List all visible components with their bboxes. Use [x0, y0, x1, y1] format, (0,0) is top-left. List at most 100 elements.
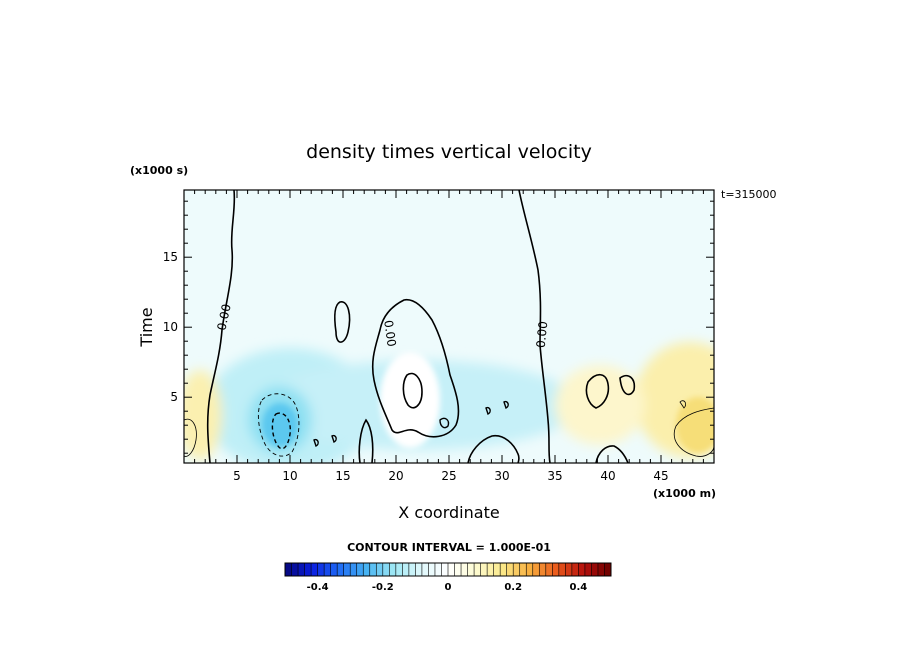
colorbar-ticks: -0.4 -0.2 0 0.2 0.4	[307, 582, 588, 593]
colorbar-cell	[350, 563, 358, 576]
colorbar-cell	[382, 563, 390, 576]
colorbar-cell	[545, 563, 553, 576]
y-tick-label: 10	[163, 320, 178, 334]
colorbar-cell	[480, 563, 488, 576]
colorbar	[284, 562, 612, 577]
y-tick-label: 5	[170, 390, 178, 404]
colorbar-cell	[356, 563, 364, 576]
colorbar-cell	[285, 563, 292, 576]
colorbar-cell	[428, 563, 436, 576]
colorbar-cell	[571, 563, 579, 576]
colorbar-cell	[467, 563, 475, 576]
field-blob	[676, 397, 714, 453]
colorbar-cell	[591, 563, 599, 576]
colorbar-cell	[448, 563, 455, 576]
colorbar-frame	[284, 562, 612, 577]
contour-label: 0.00	[214, 303, 233, 332]
heatmap-field: 0.00 0.00 0.00	[184, 190, 714, 463]
colorbar-cell	[434, 563, 442, 576]
colorbar-cell	[376, 563, 384, 576]
zero-contour	[313, 438, 319, 447]
zero-contour	[371, 298, 460, 438]
colorbar-cell	[565, 563, 573, 576]
colorbar-cell	[330, 563, 338, 576]
colorbar-cell	[317, 563, 325, 576]
x-tick-label: 15	[335, 469, 350, 483]
colorbar-cell	[402, 563, 410, 576]
zero-contour	[467, 434, 520, 463]
positive-contour	[679, 400, 687, 409]
y-axis-ticks: 5 10 15	[163, 200, 714, 454]
field-blob	[380, 352, 440, 448]
zero-contour	[358, 418, 374, 463]
colorbar-tick-label: 0.2	[504, 582, 522, 593]
zero-contour	[619, 374, 636, 396]
colorbar-cell	[304, 563, 312, 576]
colorbar-cell	[474, 563, 481, 576]
y-axis-title: Time	[137, 307, 156, 347]
contour-interval-label: CONTOUR INTERVAL = 1.000E-01	[347, 541, 551, 554]
colorbar-cell	[461, 563, 468, 576]
x-tick-label: 20	[388, 469, 403, 483]
colorbar-cell	[506, 563, 514, 576]
field-blob	[262, 403, 298, 447]
contour-label: 0.00	[381, 319, 399, 347]
zero-contour	[595, 445, 629, 463]
positive-contour	[673, 407, 714, 457]
colorbar-tick-label: -0.2	[372, 582, 394, 593]
chart-title: density times vertical velocity	[306, 141, 592, 163]
colorbar-cell	[291, 563, 299, 576]
positive-contour	[184, 418, 197, 457]
colorbar-cell	[298, 563, 305, 576]
colorbar-cell	[324, 563, 331, 576]
zero-contour	[206, 190, 236, 463]
x-tick-label: 30	[494, 469, 509, 483]
colorbar-cell	[493, 563, 501, 576]
zero-contour	[402, 372, 423, 409]
x-tick-label: 45	[653, 469, 668, 483]
x-multiplier-label: (x1000 m)	[653, 487, 716, 500]
colorbar-cell	[337, 563, 344, 576]
contour-label: 0.00	[534, 321, 551, 349]
negative-contour	[271, 412, 291, 450]
colorbar-cell	[519, 563, 527, 576]
x-axis-ticks: 5 10 15 20 25 30 35 40 45	[183, 190, 715, 483]
x-tick-label: 40	[600, 469, 615, 483]
colorbar-cell	[597, 563, 605, 576]
x-tick-label: 5	[233, 469, 241, 483]
zero-contour	[439, 417, 450, 429]
colorbar-cell	[369, 563, 377, 576]
colorbar-cell	[343, 563, 351, 576]
colorbar-cell	[441, 563, 449, 576]
colorbar-cell	[558, 563, 566, 576]
colorbar-cell	[500, 563, 507, 576]
colorbar-tick-label: 0	[445, 582, 452, 593]
y-tick-label: 15	[163, 250, 178, 264]
field-blob	[184, 370, 222, 460]
colorbar-cell	[421, 563, 429, 576]
colorbar-cell	[604, 563, 612, 576]
zero-contour	[503, 400, 509, 409]
colorbar-cell	[311, 563, 318, 576]
x-axis-title: X coordinate	[398, 503, 499, 522]
colorbar-tick-label: -0.4	[307, 582, 329, 593]
colorbar-cell	[389, 563, 397, 576]
colorbar-cell	[513, 563, 521, 576]
colorbar-cell	[454, 563, 462, 576]
colorbar-cell	[415, 563, 423, 576]
colorbar-cell	[552, 563, 560, 576]
colorbar-cell	[408, 563, 416, 576]
zero-contour	[334, 301, 351, 343]
x-tick-label: 10	[282, 469, 297, 483]
colorbar-cell	[526, 563, 534, 576]
x-tick-label: 25	[441, 469, 456, 483]
colorbar-cell	[584, 563, 592, 576]
colorbar-cell	[487, 563, 494, 576]
colorbar-tick-label: 0.4	[570, 582, 588, 593]
colorbar-cell	[363, 563, 371, 576]
zero-contour	[331, 434, 337, 443]
negative-contour	[257, 393, 300, 457]
zero-contour	[585, 373, 610, 409]
colorbar-cell	[539, 563, 547, 576]
